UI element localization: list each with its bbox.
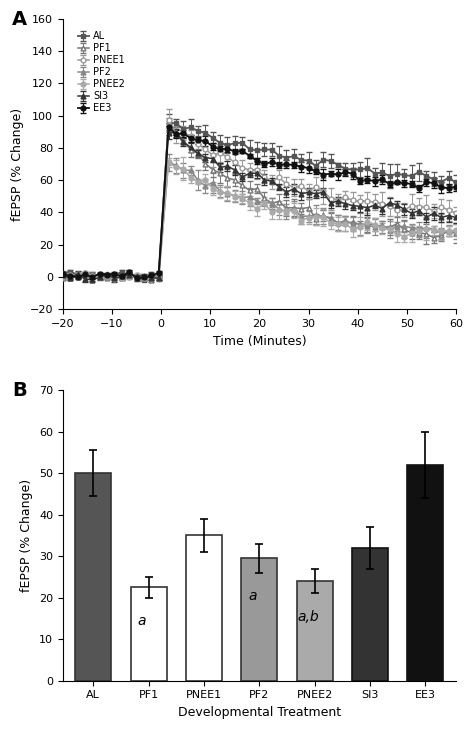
X-axis label: Developmental Treatment: Developmental Treatment [178, 706, 341, 719]
Bar [408, 465, 444, 680]
Text: A: A [12, 10, 27, 29]
Text: a: a [248, 589, 257, 603]
Bar [352, 548, 388, 680]
Text: a,b: a,b [297, 610, 319, 624]
Legend: AL, PF1, PNEE1, PF2, PNEE2, SI3, EE3: AL, PF1, PNEE1, PF2, PNEE2, SI3, EE3 [76, 29, 127, 115]
Bar [186, 535, 222, 680]
Bar [131, 587, 167, 680]
Y-axis label: fEPSP (% Change): fEPSP (% Change) [11, 107, 24, 220]
Y-axis label: fEPSP (% Change): fEPSP (% Change) [20, 479, 34, 592]
Bar [241, 558, 277, 680]
Bar [75, 473, 111, 680]
X-axis label: Time (Minutes): Time (Minutes) [212, 334, 306, 347]
Text: a: a [138, 614, 146, 629]
Text: B: B [12, 381, 27, 400]
Bar [297, 581, 333, 680]
